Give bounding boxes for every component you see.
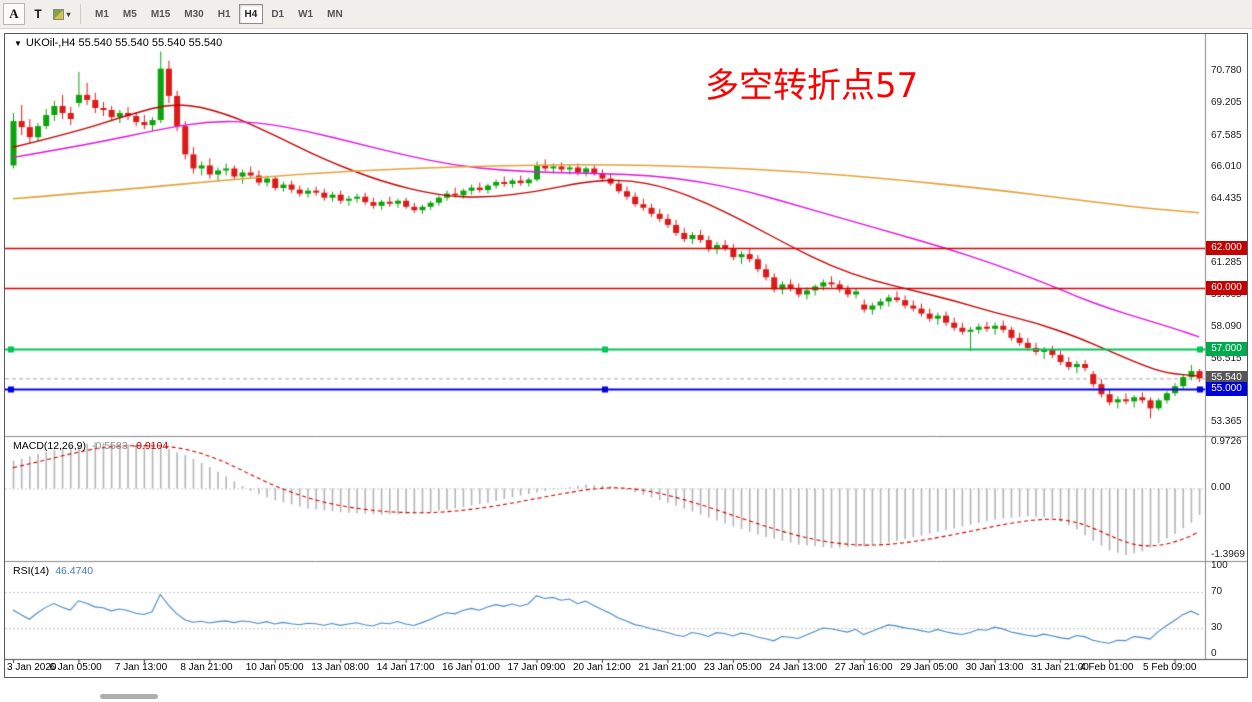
timeframe-d1[interactable]: D1 [265, 4, 290, 24]
text-tool-button[interactable]: A [3, 3, 25, 25]
timeframe-m15[interactable]: M15 [145, 4, 176, 24]
timeframe-mn[interactable]: MN [321, 4, 349, 24]
timeframe-group: M1 M5 M15 M30 H1 H4 D1 W1 MN [88, 4, 350, 24]
chart-window: ▼ UKOil-,H4 55.540 55.540 55.540 55.540 多… [4, 33, 1248, 678]
color-swatch-icon [53, 8, 65, 20]
horizontal-scrollbar-thumb[interactable] [100, 694, 158, 699]
timeframe-w1[interactable]: W1 [292, 4, 319, 24]
colors-dropdown-button[interactable]: ▾ [51, 3, 73, 25]
timeframe-h1[interactable]: H1 [212, 4, 237, 24]
chevron-down-icon: ▾ [66, 9, 71, 19]
timeframe-m5[interactable]: M5 [117, 4, 143, 24]
timeframe-h4[interactable]: H4 [238, 4, 264, 24]
timeframe-m1[interactable]: M1 [89, 4, 115, 24]
timeframe-m30[interactable]: M30 [178, 4, 209, 24]
chart-dropdown-icon[interactable]: ▼ [14, 39, 22, 48]
type-tool-button[interactable]: T [27, 3, 49, 25]
bottom-scroll-area [0, 680, 1252, 702]
chart-canvas[interactable] [5, 34, 1247, 677]
toolbar-separator [80, 4, 81, 24]
top-toolbar: A T ▾ M1 M5 M15 M30 H1 H4 D1 W1 MN [0, 0, 1252, 29]
